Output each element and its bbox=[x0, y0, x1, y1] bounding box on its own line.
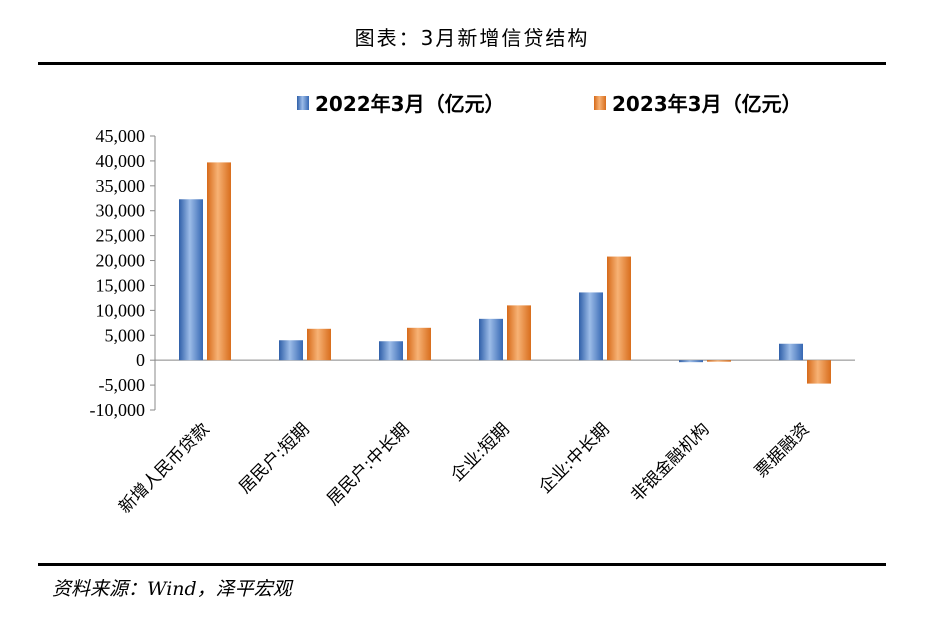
bar-2022-4 bbox=[579, 292, 603, 361]
bar-2023-0 bbox=[207, 162, 231, 361]
bar-2023-3 bbox=[507, 305, 531, 361]
y-tick-label: 40,000 bbox=[96, 151, 146, 171]
bar-2022-3 bbox=[479, 318, 503, 361]
legend: 2022年3月（亿元） 2023年3月（亿元） bbox=[297, 92, 802, 116]
bar-2022-2 bbox=[379, 341, 403, 361]
legend-swatch-2022 bbox=[297, 96, 309, 110]
bar-2023-4 bbox=[607, 256, 631, 361]
y-tick-label: 0 bbox=[136, 350, 145, 370]
bar-2022-5 bbox=[679, 360, 703, 363]
y-tick-label: -5,000 bbox=[99, 375, 146, 395]
y-tick-label: -10,000 bbox=[90, 400, 146, 420]
y-tick-label: 25,000 bbox=[96, 226, 146, 246]
bar-2023-1 bbox=[307, 328, 331, 361]
bar-2022-1 bbox=[279, 340, 303, 361]
y-tick-label: 35,000 bbox=[96, 176, 146, 196]
top-divider bbox=[38, 62, 886, 65]
bar-2023-5 bbox=[707, 360, 731, 362]
y-tick-label: 45,000 bbox=[96, 126, 146, 146]
bottom-divider bbox=[38, 563, 886, 566]
legend-label: 2023年3月（亿元） bbox=[612, 92, 802, 116]
category-label: 新增人民币贷款 bbox=[115, 419, 213, 517]
y-tick-label: 20,000 bbox=[96, 251, 146, 271]
source-note: 资料来源：Wind，泽平宏观 bbox=[52, 578, 292, 600]
y-tick-label: 5,000 bbox=[105, 325, 146, 345]
bar-chart: 2022年3月（亿元） 2023年3月（亿元） 45,000 40,000 35,00… bbox=[90, 92, 855, 518]
category-labels: 新增人民币贷款 居民户:短期 居民户:中长期 企业:短期 企业:中长期 非银金融机构 票据融… bbox=[115, 419, 813, 517]
bars bbox=[179, 162, 831, 384]
legend-label: 2022年3月（亿元） bbox=[315, 92, 505, 116]
category-label: 居民户:中长期 bbox=[323, 419, 413, 509]
y-tick-label: 15,000 bbox=[96, 275, 146, 295]
bar-2023-6 bbox=[807, 360, 831, 384]
category-label: 票据融资 bbox=[751, 419, 813, 481]
bar-2023-2 bbox=[407, 327, 431, 361]
bar-2022-6 bbox=[779, 343, 803, 361]
y-axis: 45,000 40,000 35,000 30,000 25,000 20,000 15,0… bbox=[90, 126, 855, 420]
chart-title: 图表：3月新增信贷结构 bbox=[354, 26, 590, 50]
y-tick-label: 30,000 bbox=[96, 201, 146, 221]
category-label: 非银金融机构 bbox=[627, 419, 713, 505]
category-label: 企业:短期 bbox=[447, 419, 513, 485]
bar-2022-0 bbox=[179, 199, 203, 361]
category-label: 企业:中长期 bbox=[535, 419, 613, 497]
category-label: 居民户:短期 bbox=[235, 419, 313, 497]
y-tick-label: 10,000 bbox=[96, 300, 146, 320]
legend-swatch-2023 bbox=[594, 96, 606, 110]
